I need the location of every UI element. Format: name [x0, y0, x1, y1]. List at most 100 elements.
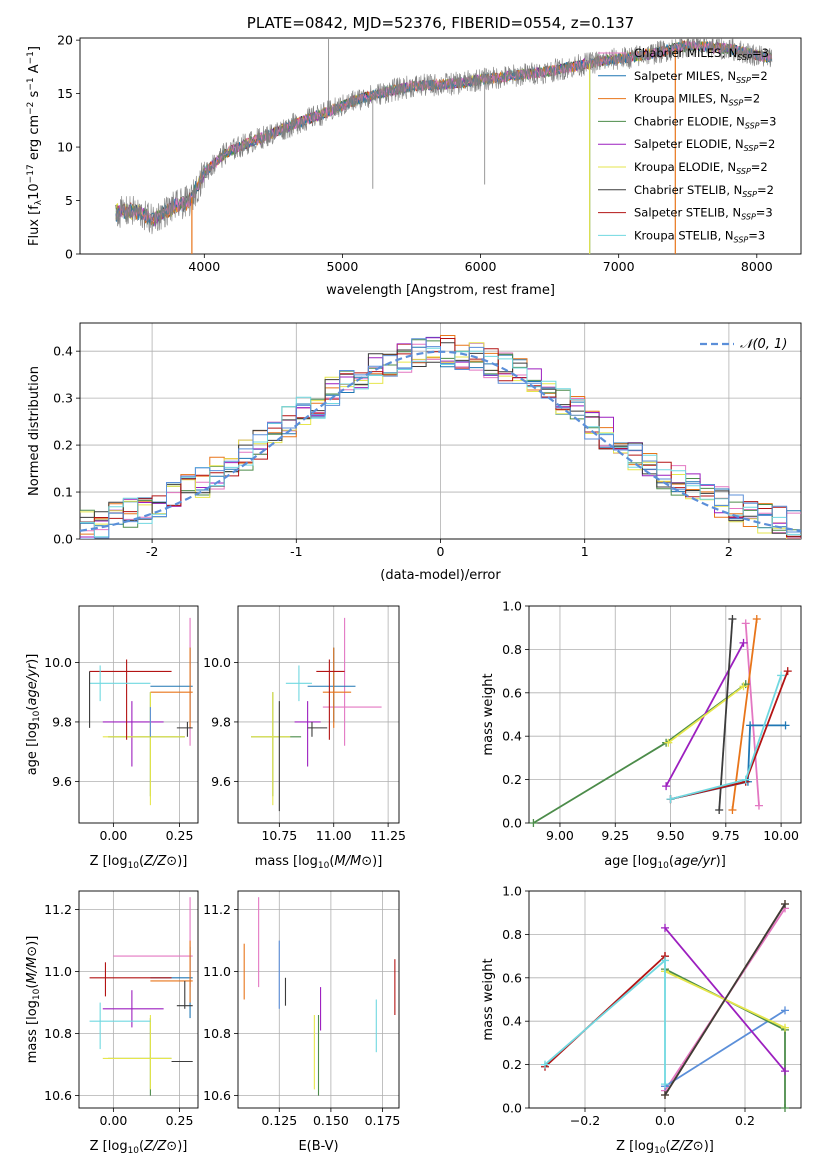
legend-entry: Salpeter STELIB, NSSP=3 [634, 206, 773, 222]
weight-marker [664, 738, 673, 747]
error-point [108, 1018, 172, 1096]
error-point [294, 701, 321, 767]
x-tick-label: -2 [146, 544, 158, 559]
weight-series [666, 671, 786, 804]
error-point [150, 647, 193, 728]
y-tick-label: 11.2 [44, 902, 72, 917]
y-tick-label: 0.2 [53, 438, 73, 453]
weight-marker [746, 721, 755, 730]
weight-series [664, 682, 748, 747]
legend-entry: Chabrier STELIB, NSSP=2 [634, 183, 774, 199]
legend-entry: Salpeter ELODIE, NSSP=2 [634, 137, 775, 153]
weight-series [715, 615, 737, 814]
x-tick-label: 10.75 [261, 828, 297, 843]
y-tick-label: 0.4 [502, 729, 522, 744]
axes-age-weight: 9.00 9.25 9.50 9.75 10.00 0.0 0.2 0.4 0.6 0.8 1.0 [502, 599, 802, 843]
x-tick-label: 9.75 [712, 828, 740, 843]
error-point [322, 617, 382, 746]
weight-marker [661, 956, 669, 965]
weight-marker [741, 619, 750, 628]
x-tick-label: 6000 [465, 259, 497, 274]
y-tick-label: 1.0 [502, 884, 522, 899]
weight-series [661, 1006, 789, 1091]
y-tick-label: 10.6 [44, 1088, 72, 1103]
x-tick-label: 0.25 [166, 828, 194, 843]
weight-line [744, 623, 760, 806]
x-tick-label: 9.25 [601, 828, 629, 843]
weight-marker [662, 782, 671, 791]
weight-series [741, 619, 763, 810]
axes-z-mass: 0.00 0.25 10.6 10.8 11.0 11.2 [44, 890, 199, 1128]
axes-ebv-mass: 0.125 0.150 0.175 10.6 10.8 11.0 11.2 [203, 890, 400, 1128]
error-point [113, 897, 193, 988]
error-point [150, 647, 193, 722]
weight-line [718, 618, 734, 811]
error-point [176, 980, 193, 1009]
y-tick-label: 0.0 [502, 816, 522, 831]
error-point [89, 659, 172, 740]
weight-marker [781, 900, 789, 909]
y-tick-label: 10 [57, 140, 73, 155]
error-point [285, 665, 312, 702]
error-point [307, 721, 328, 737]
weight-series [529, 680, 750, 827]
legend-entry: Salpeter MILES, NSSP=2 [634, 69, 768, 85]
y-tick-label: 9.6 [211, 774, 231, 789]
y-tick-label: 0.2 [502, 772, 522, 787]
error-point [89, 1002, 151, 1050]
error-point [322, 647, 352, 728]
weight-series [666, 667, 792, 804]
y-tick-label: 0.4 [53, 344, 73, 359]
x-tick-label: 0.0 [655, 1113, 675, 1128]
weight-marker [728, 615, 737, 624]
weight-line [731, 618, 758, 811]
y-tick-label: 0.4 [502, 1014, 522, 1029]
x-tick-label: 0.25 [166, 1113, 194, 1128]
histogram [80, 338, 801, 538]
y-tick-label: 0.2 [502, 1057, 522, 1072]
legend-entry: Kroupa ELODIE, NSSP=2 [634, 160, 768, 176]
axes-frame [237, 605, 400, 824]
y-tick-label: 0.0 [502, 1101, 522, 1116]
x-tick-label: 2 [725, 544, 733, 559]
y-tick-label: 0.8 [502, 927, 522, 942]
weight-marker [783, 667, 792, 676]
weight-marker [739, 682, 748, 691]
error-point [102, 1015, 172, 1090]
legend-entry: 𝒩(0, 1) [740, 337, 787, 352]
y-tick-label: 1.0 [502, 599, 522, 614]
axes-frame [237, 890, 400, 1109]
y-tick-label: 11.2 [203, 902, 231, 917]
error-point [89, 962, 172, 997]
y-tick-label: 0.6 [502, 685, 522, 700]
x-axis-label: Z [log10(Z/Z⊙)] [90, 1139, 188, 1156]
y-tick-label: 0 [65, 247, 73, 262]
weight-line [664, 1009, 786, 1088]
legend-entry: Kroupa MILES, NSSP=2 [634, 92, 760, 108]
weight-marker [529, 819, 538, 827]
y-axis-label: mass weight [481, 673, 496, 755]
weight-marker [781, 1006, 789, 1015]
y-tick-label: 9.8 [211, 714, 231, 729]
x-tick-label: 9.50 [657, 828, 685, 843]
axes-mass-age: 10.75 11.00 11.25 9.6 9.8 10.0 [203, 605, 406, 843]
y-tick-label: 10.8 [203, 1026, 231, 1041]
weight-marker [781, 1067, 789, 1076]
weight-line [544, 958, 666, 1085]
weight-marker [777, 671, 786, 680]
axes-z-age: 0.00 0.25 9.6 9.8 10.0 [44, 605, 199, 843]
legend: Chabrier MILES, NSSP=3 Salpeter MILES, NS… [598, 46, 776, 244]
y-tick-label: 11.0 [203, 964, 231, 979]
normal-curve [79, 350, 802, 532]
observed-line [115, 38, 773, 235]
weight-marker [715, 805, 724, 814]
y-tick-label: 9.6 [52, 774, 72, 789]
legend-entry: Chabrier MILES, NSSP=3 [634, 46, 769, 62]
error-point [307, 647, 356, 722]
x-axis-label: Z [log10(Z/Z⊙)] [616, 1139, 714, 1156]
y-tick-label: 5 [65, 193, 73, 208]
error-point [176, 721, 193, 737]
error-point [102, 692, 185, 806]
legend-entry: Chabrier ELODIE, NSSP=3 [634, 114, 776, 130]
